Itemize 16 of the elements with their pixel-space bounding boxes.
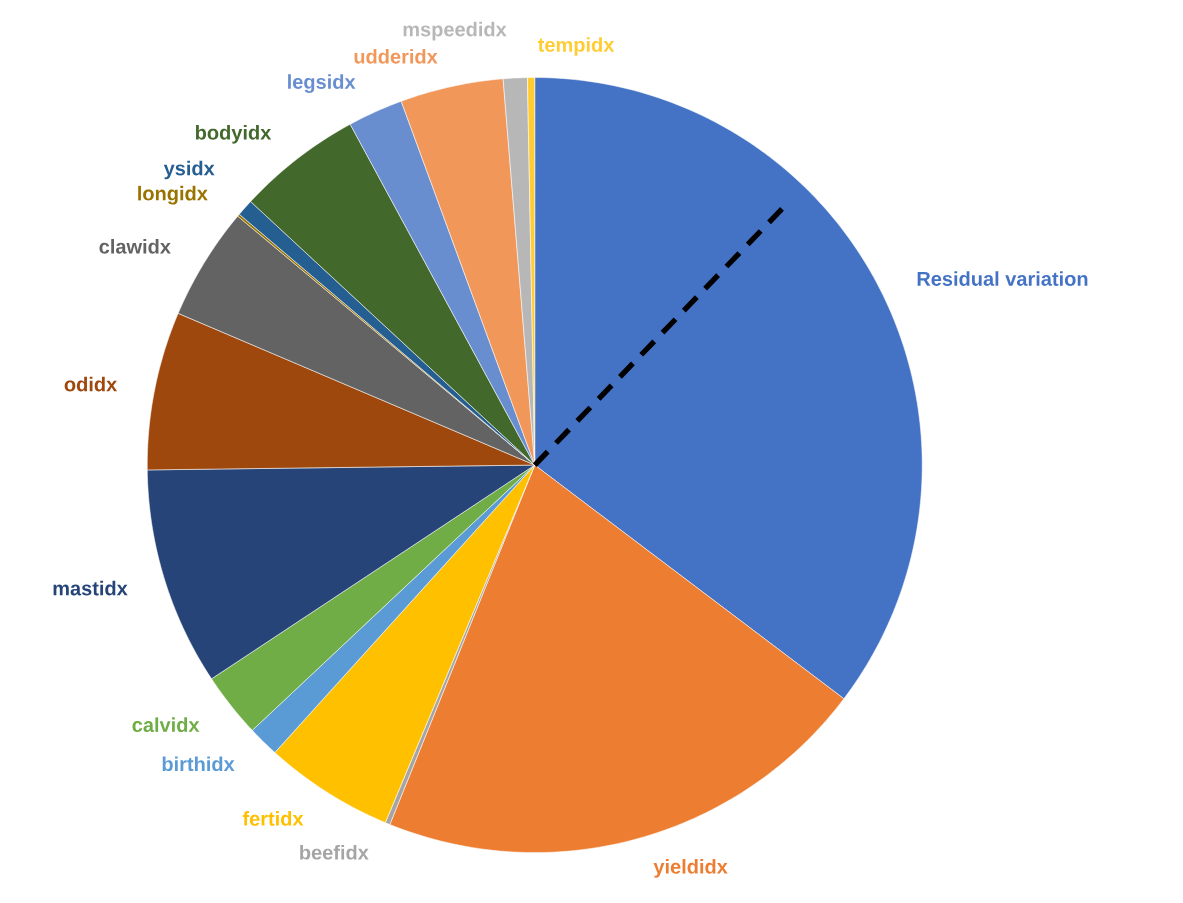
slice-label: calvidx xyxy=(132,717,200,733)
slice-label: odidx xyxy=(64,376,118,392)
slice-label: fertidx xyxy=(242,811,304,826)
slice-label: birthidx xyxy=(162,756,235,772)
slice-label: legsidx xyxy=(288,74,356,93)
slice-label: mastidx xyxy=(53,580,128,596)
slice-label: udderidx xyxy=(354,48,438,64)
slice-label: ysidx xyxy=(163,160,215,180)
slice-label: bodyidx xyxy=(195,125,272,144)
slice-label: mspeedidx xyxy=(403,21,507,41)
slice-label: longidx xyxy=(138,185,208,205)
slice-label: Residual variation xyxy=(917,271,1088,286)
slice-label: beefidx xyxy=(300,844,369,860)
slice-label: yieldidx xyxy=(653,859,728,878)
slice-label: clawidx xyxy=(99,239,171,254)
slice-label: tempidx xyxy=(537,37,615,56)
